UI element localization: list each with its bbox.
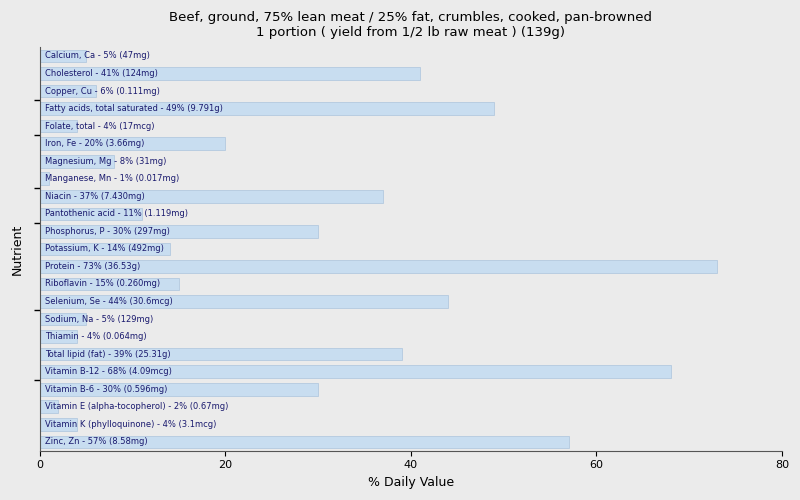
Bar xyxy=(40,400,58,413)
Bar xyxy=(40,120,77,132)
Text: Total lipid (fat) - 39% (25.31g): Total lipid (fat) - 39% (25.31g) xyxy=(45,350,170,358)
Text: Riboflavin - 15% (0.260mg): Riboflavin - 15% (0.260mg) xyxy=(45,280,160,288)
Bar xyxy=(40,260,717,273)
Text: Zinc, Zn - 57% (8.58mg): Zinc, Zn - 57% (8.58mg) xyxy=(45,438,147,446)
Text: Iron, Fe - 20% (3.66mg): Iron, Fe - 20% (3.66mg) xyxy=(45,139,144,148)
Bar xyxy=(40,313,86,326)
Text: Vitamin B-12 - 68% (4.09mcg): Vitamin B-12 - 68% (4.09mcg) xyxy=(45,367,171,376)
Text: Calcium, Ca - 5% (47mg): Calcium, Ca - 5% (47mg) xyxy=(45,52,150,60)
Text: Magnesium, Mg - 8% (31mg): Magnesium, Mg - 8% (31mg) xyxy=(45,156,166,166)
Bar xyxy=(40,190,383,202)
X-axis label: % Daily Value: % Daily Value xyxy=(368,476,454,489)
Text: Thiamin - 4% (0.064mg): Thiamin - 4% (0.064mg) xyxy=(45,332,146,341)
Text: Folate, total - 4% (17mcg): Folate, total - 4% (17mcg) xyxy=(45,122,154,130)
Text: Phosphorus, P - 30% (297mg): Phosphorus, P - 30% (297mg) xyxy=(45,227,170,236)
Bar xyxy=(40,85,95,98)
Bar xyxy=(40,172,50,185)
Text: Cholesterol - 41% (124mg): Cholesterol - 41% (124mg) xyxy=(45,69,158,78)
Bar xyxy=(40,225,318,237)
Text: Fatty acids, total saturated - 49% (9.791g): Fatty acids, total saturated - 49% (9.79… xyxy=(45,104,222,113)
Text: Vitamin B-6 - 30% (0.596mg): Vitamin B-6 - 30% (0.596mg) xyxy=(45,384,167,394)
Bar xyxy=(40,330,77,343)
Text: Vitamin E (alpha-tocopherol) - 2% (0.67mg): Vitamin E (alpha-tocopherol) - 2% (0.67m… xyxy=(45,402,228,411)
Bar xyxy=(40,138,226,150)
Text: Potassium, K - 14% (492mg): Potassium, K - 14% (492mg) xyxy=(45,244,163,254)
Bar xyxy=(40,383,318,396)
Bar xyxy=(40,278,179,290)
Bar xyxy=(40,242,170,255)
Text: Copper, Cu - 6% (0.111mg): Copper, Cu - 6% (0.111mg) xyxy=(45,86,159,96)
Bar xyxy=(40,418,77,430)
Y-axis label: Nutrient: Nutrient xyxy=(11,224,24,274)
Text: Vitamin K (phylloquinone) - 4% (3.1mcg): Vitamin K (phylloquinone) - 4% (3.1mcg) xyxy=(45,420,216,429)
Text: Sodium, Na - 5% (129mg): Sodium, Na - 5% (129mg) xyxy=(45,314,153,324)
Text: Protein - 73% (36.53g): Protein - 73% (36.53g) xyxy=(45,262,140,271)
Bar xyxy=(40,366,670,378)
Title: Beef, ground, 75% lean meat / 25% fat, crumbles, cooked, pan-browned
1 portion (: Beef, ground, 75% lean meat / 25% fat, c… xyxy=(170,11,652,39)
Bar xyxy=(40,67,420,80)
Text: Selenium, Se - 44% (30.6mcg): Selenium, Se - 44% (30.6mcg) xyxy=(45,297,172,306)
Bar xyxy=(40,102,494,115)
Bar xyxy=(40,436,569,448)
Text: Niacin - 37% (7.430mg): Niacin - 37% (7.430mg) xyxy=(45,192,144,201)
Bar xyxy=(40,155,114,168)
Bar xyxy=(40,295,448,308)
Text: Pantothenic acid - 11% (1.119mg): Pantothenic acid - 11% (1.119mg) xyxy=(45,210,187,218)
Bar xyxy=(40,348,402,360)
Bar xyxy=(40,50,86,62)
Bar xyxy=(40,208,142,220)
Text: Manganese, Mn - 1% (0.017mg): Manganese, Mn - 1% (0.017mg) xyxy=(45,174,179,184)
